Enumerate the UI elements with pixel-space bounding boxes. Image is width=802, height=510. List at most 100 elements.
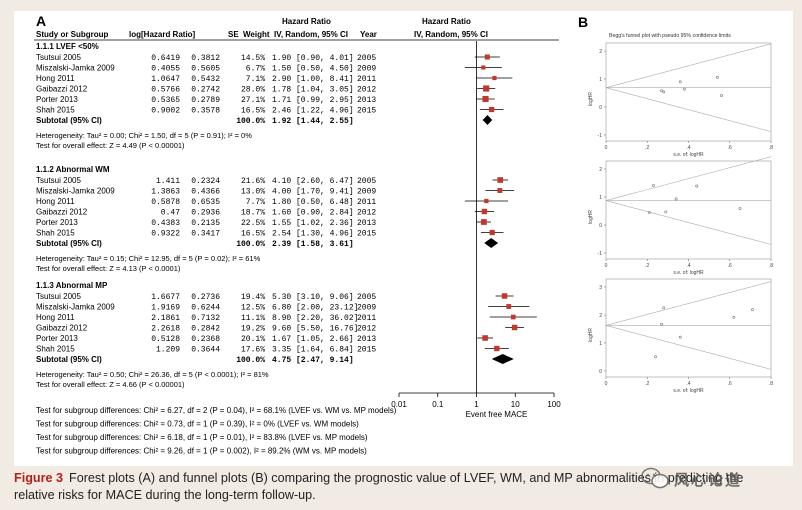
study-weight: 12.5% <box>241 304 265 313</box>
heterogeneity-text: Heterogeneity: Tau² = 0.15; Chi² = 12.95… <box>36 254 261 263</box>
subtotal-ci: 1.92 [1.44, 2.55] <box>272 117 354 126</box>
funnel-point <box>732 315 736 319</box>
study-marker <box>511 324 518 331</box>
x-tick-label: 0.01 <box>391 400 407 409</box>
funnel-ci-lower <box>605 325 772 370</box>
subgroup-test: Test for subgroup differences: Chi² = 6.… <box>36 433 368 442</box>
study-log: 0.9002 <box>151 107 180 116</box>
study-name: Gaibazzi 2012 <box>36 85 88 94</box>
heterogeneity-text: Heterogeneity: Tau² = 0.50; Chi² = 26.36… <box>36 370 269 379</box>
study-name: Tsutsui 2005 <box>36 176 81 185</box>
study-ci: 1.55 [1.02, 2.36] <box>272 219 354 228</box>
funnel-xlabel: s.e. of: logHR <box>673 388 704 394</box>
study-name: Gaibazzi 2012 <box>36 324 88 333</box>
study-name: Hong 2011 <box>36 197 75 206</box>
study-se: 0.2842 <box>191 325 220 334</box>
x-tick-label: 1 <box>474 400 479 409</box>
study-name: Porter 2013 <box>36 218 78 227</box>
study-name: Hong 2011 <box>36 313 75 322</box>
study-year: 2009 <box>357 65 376 74</box>
study-log: 0.47 <box>161 209 180 218</box>
study-ci: 1.90 [0.90, 4.01] <box>272 54 354 63</box>
funnel-xlabel: s.e. of: logHR <box>673 270 704 276</box>
study-ci: 2.46 [1.22, 4.96] <box>272 107 354 116</box>
study-marker <box>494 345 500 352</box>
overall-effect-text: Test for overall effect: Z = 4.13 (P < 0… <box>36 264 181 273</box>
study-ci: 1.50 [0.50, 4.50] <box>272 65 354 74</box>
study-year: 2005 <box>357 177 376 186</box>
subgroup-test: Test for subgroup differences: Chi² = 9.… <box>36 447 367 456</box>
subtotal-weight: 100.0% <box>236 117 265 126</box>
x-tick-label: 0.1 <box>432 400 444 409</box>
funnel-point <box>715 75 719 79</box>
subtotal-label: Subtotal (95% CI) <box>36 239 102 248</box>
funnel-xtick-label: .8 <box>769 145 773 151</box>
study-marker <box>480 219 487 225</box>
subtotal-weight: 100.0% <box>236 356 265 365</box>
study-se: 0.7132 <box>191 314 220 323</box>
study-se: 0.2324 <box>191 177 220 186</box>
funnel-ci-upper <box>605 281 772 326</box>
study-log: 1.6677 <box>151 293 180 302</box>
study-log: 1.411 <box>156 177 180 186</box>
figure-panel: A Hazard Ratio Hazard Ratio Study or Subgro… <box>14 11 793 466</box>
study-weight: 18.7% <box>241 209 265 218</box>
funnel-xlabel: s.e. of: logHR <box>673 152 704 158</box>
study-name: Miszalski-Jamka 2009 <box>36 187 115 196</box>
funnel-xtick-label: .8 <box>769 263 773 269</box>
funnel-point <box>664 210 668 214</box>
study-weight: 11.1% <box>241 314 265 323</box>
study-se: 0.6535 <box>191 198 220 207</box>
subtotal-label: Subtotal (95% CI) <box>36 116 102 125</box>
study-se: 0.2936 <box>191 209 220 218</box>
subtotal-ci: 2.39 [1.58, 3.61] <box>272 240 354 249</box>
study-weight: 7.1% <box>246 75 265 84</box>
study-ci: 1.78 [1.04, 3.05] <box>272 86 354 95</box>
header-hr-group: Hazard Ratio <box>282 17 331 26</box>
study-year: 2013 <box>357 219 376 228</box>
funnel-point <box>652 184 655 187</box>
study-marker <box>497 188 503 193</box>
subgroup-title: 1.1.2 Abnormal WM <box>36 165 110 174</box>
study-weight: 22.5% <box>241 219 265 228</box>
study-marker <box>483 85 490 92</box>
study-weight: 27.1% <box>241 96 265 105</box>
figure-caption: Figure 3 Forest plots (A) and funnel plot… <box>14 470 786 504</box>
funnel-frame <box>605 160 772 260</box>
funnel-ytick-label: 0 <box>599 223 602 229</box>
study-se: 0.2742 <box>191 86 220 95</box>
study-marker <box>481 208 488 215</box>
funnel-point <box>660 322 664 326</box>
study-log: 0.4055 <box>151 65 180 74</box>
study-weight: 6.7% <box>246 65 265 74</box>
study-ci: 2.90 [1.00, 8.41] <box>272 75 354 84</box>
study-ci: 1.67 [1.05, 2.66] <box>272 335 354 344</box>
funnel-ytick-label: 2 <box>599 49 602 55</box>
study-name: Hong 2011 <box>36 74 75 83</box>
study-name: Porter 2013 <box>36 334 78 343</box>
subtotal-weight: 100.0% <box>236 240 265 249</box>
funnel-point <box>695 184 699 188</box>
funnel-xtick-label: .6 <box>728 263 732 269</box>
forest-plot: A Hazard Ratio Hazard Ratio Study or Subgro… <box>34 13 561 456</box>
study-weight: 13.0% <box>241 188 265 197</box>
study-year: 2015 <box>357 107 376 116</box>
funnel-point <box>654 355 657 359</box>
study-log: 0.4383 <box>151 219 180 228</box>
x-tick-label: 10 <box>511 400 520 409</box>
study-ci: 4.00 [1.70, 9.41] <box>272 188 354 197</box>
subtotal-diamond <box>482 115 493 125</box>
study-weight: 19.4% <box>241 293 265 302</box>
funnel-point <box>647 211 651 215</box>
caption-text: Forest plots (A) and funnel plots (B) co… <box>14 471 744 502</box>
study-marker <box>481 65 486 70</box>
study-name: Gaibazzi 2012 <box>36 208 88 217</box>
study-se: 0.3578 <box>191 107 220 116</box>
funnel-xtick-label: .4 <box>686 381 690 387</box>
study-ci: 4.10 [2.60, 6.47] <box>272 177 354 186</box>
funnel-xtick-label: .6 <box>728 381 732 387</box>
study-ci: 9.60 [5.50, 16.76] <box>272 325 358 334</box>
funnel-ylabel: logHR <box>588 328 594 342</box>
study-year: 2009 <box>357 304 376 313</box>
subgroup-test: Test for subgroup differences: Chi² = 0.… <box>36 420 359 429</box>
